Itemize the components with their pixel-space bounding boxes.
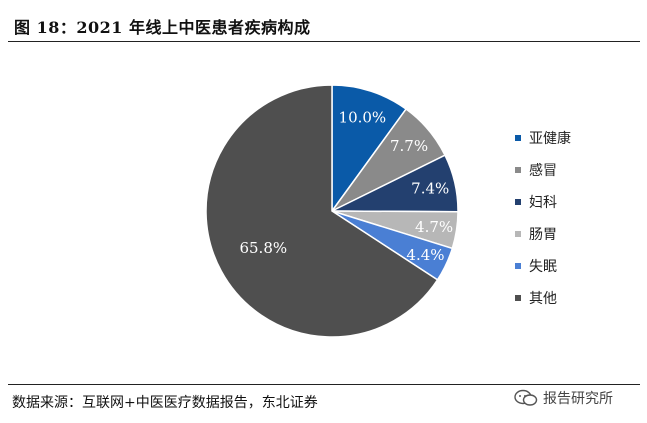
legend-label: 亚健康 xyxy=(529,131,571,147)
pie-slice-1 xyxy=(331,84,408,214)
pie-slice-6 xyxy=(205,84,439,338)
legend-swatch xyxy=(515,263,521,269)
legend-swatch xyxy=(515,295,521,301)
wechat-icon xyxy=(514,389,538,406)
legend-item: 妇科 xyxy=(515,186,571,218)
slice-value-label: 7.7% xyxy=(390,137,428,155)
slice-value-label: 7.4% xyxy=(411,179,449,197)
legend-label: 其他 xyxy=(529,291,557,307)
legend-item: 其他 xyxy=(515,282,571,314)
legend-swatch xyxy=(515,135,521,141)
legend-item: 感冒 xyxy=(515,154,571,186)
slice-value-label: 10.0% xyxy=(339,109,387,127)
legend-label: 感冒 xyxy=(529,163,557,179)
legend-swatch xyxy=(515,231,521,237)
slice-value-label: 4.4% xyxy=(406,246,444,264)
slice-value-label: 4.7% xyxy=(415,218,453,236)
pie-chart: 10.0%7.7% 7.4% 4.7% 4.4% 65.8% xyxy=(205,84,459,338)
chart-title: 图 18：2021 年线上中医患者疾病构成 xyxy=(14,18,311,37)
legend-label: 失眠 xyxy=(529,259,557,275)
legend-swatch xyxy=(515,199,521,205)
source-note: 数据来源：互联网+中医医疗数据报告，东北证券 xyxy=(12,395,318,411)
slice-value-label: 65.8% xyxy=(239,239,287,257)
legend-item: 亚健康 xyxy=(515,122,571,154)
legend-label: 妇科 xyxy=(529,195,557,211)
legend-item: 失眠 xyxy=(515,250,571,282)
legend-item: 肠胃 xyxy=(515,218,571,250)
bottom-divider xyxy=(8,384,640,385)
chart-legend: 亚健康感冒妇科肠胃失眠其他 xyxy=(515,122,571,314)
top-divider xyxy=(8,41,640,42)
legend-swatch xyxy=(515,167,521,173)
watermark-text: 报告研究所 xyxy=(543,391,613,407)
legend-label: 肠胃 xyxy=(529,227,557,243)
watermark: 报告研究所 xyxy=(514,388,613,408)
